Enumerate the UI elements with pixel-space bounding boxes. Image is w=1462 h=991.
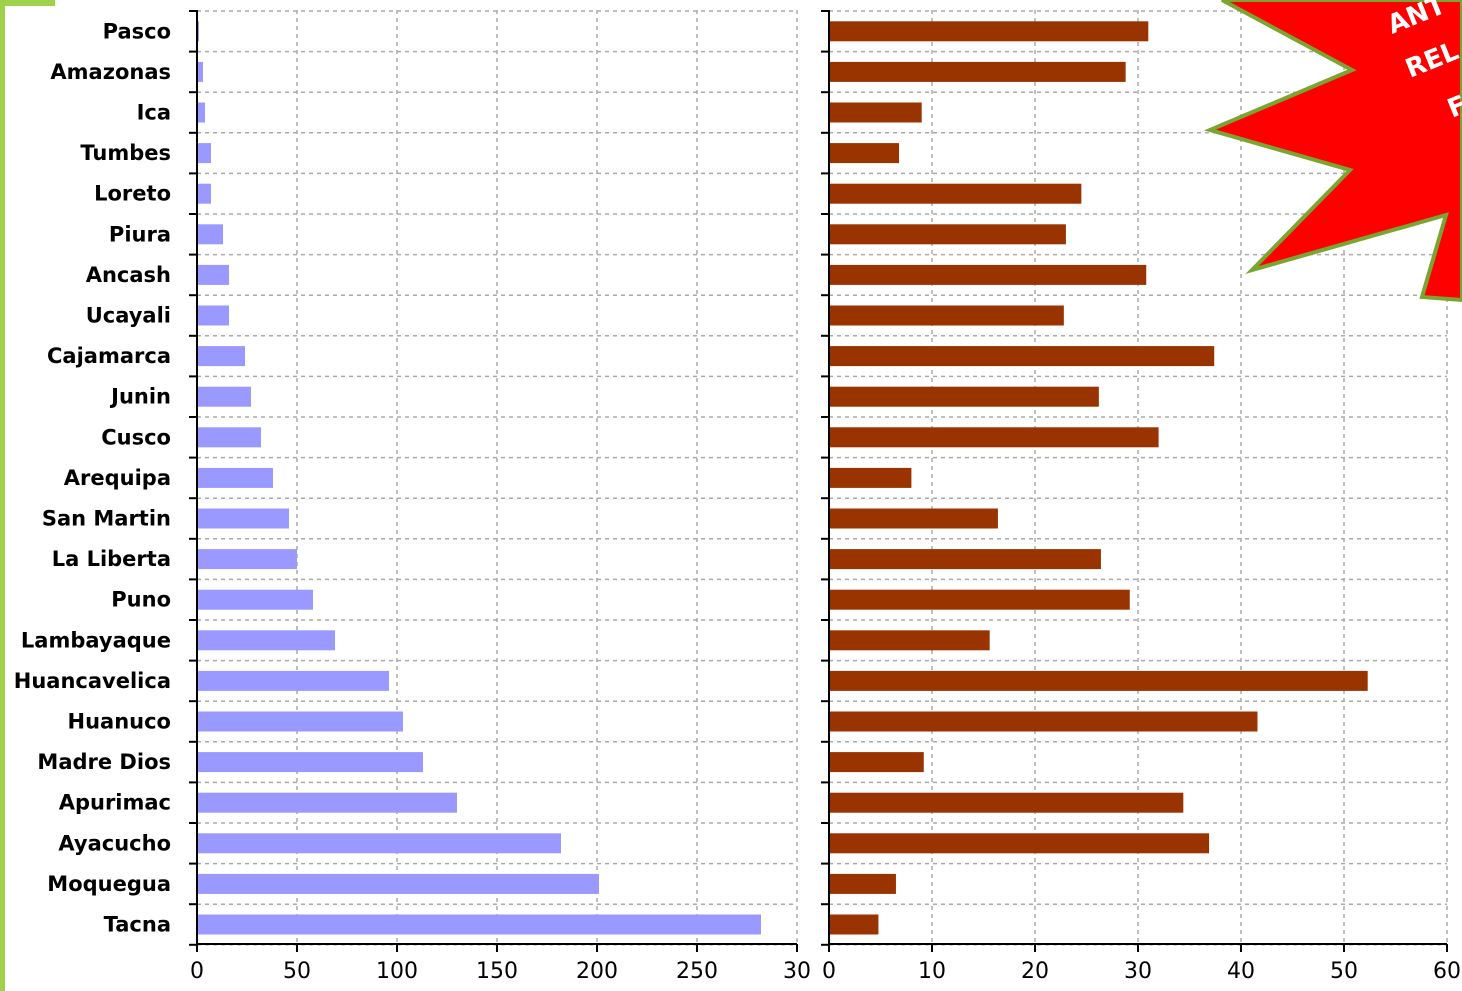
x-tick-label: 100 [376,959,418,984]
x-tick-label: 40 [1227,959,1255,984]
category-label: Tumbes [80,141,171,165]
x-tick-label: 50 [283,959,311,984]
x-tick-label: 20 [1021,959,1049,984]
bar-amazonas [829,61,1126,82]
category-label: Piura [109,222,171,246]
x-tick-label: 50 [1330,959,1358,984]
bar-junin [829,386,1099,407]
category-label: Lambayaque [21,628,171,652]
category-label: Ayacucho [58,831,171,855]
x-tick-label: 0 [822,959,836,984]
bar-puno [829,589,1130,610]
slide-accent-corner [0,0,55,6]
category-label: Madre Dios [37,750,171,774]
right-bar-chart: 0 10 20 30 40 50 60 [821,10,1461,984]
bar-cusco [829,427,1159,448]
category-label: Tacna [104,913,171,937]
bar-huanuco [197,711,403,732]
x-tick-label: 10 [918,959,946,984]
x-tick-label: 30 [783,959,811,984]
bar-loreto [829,183,1082,204]
bar-puno [197,589,313,610]
bar-arequipa [197,467,273,488]
bar-cajamarca [197,346,245,367]
bar-piura [197,224,223,245]
category-label: Arequipa [64,466,171,490]
category-label: Junin [109,385,171,409]
bar-la-liberta [829,549,1101,570]
category-label: Pasco [103,19,171,43]
category-label: Ica [137,101,171,125]
bar-moquegua [197,873,599,894]
category-label: Huancavelica [14,669,171,693]
bar-madre-dios [197,752,423,773]
bar-san-martin [197,508,289,529]
category-label: San Martin [42,507,171,531]
bar-amazonas [197,61,203,82]
x-tick-label: 30 [1124,959,1152,984]
starburst-shape [1203,0,1462,303]
category-label: Amazonas [50,60,171,84]
bar-tacna [197,914,761,935]
category-label: Moquegua [47,872,171,896]
x-tick-label: 0 [190,959,204,984]
category-label: Ucayali [86,304,171,328]
bar-lambayaque [197,630,335,651]
bar-ucayali [829,305,1064,326]
starburst-callout: ANT REL F [1203,0,1462,303]
bar-la-liberta [197,549,297,570]
bar-huancavelica [829,670,1368,691]
category-label: Ancash [86,263,171,287]
category-label: Cusco [101,425,171,449]
x-tick-label: 150 [476,959,518,984]
bar-apurimac [829,792,1184,813]
x-tick-label: 200 [576,959,618,984]
category-label: La Liberta [52,547,171,571]
bar-tumbes [197,143,211,164]
bar-piura [829,224,1066,245]
bar-apurimac [197,792,457,813]
category-label: Puno [111,588,171,612]
bar-ica [829,102,922,123]
bar-ucayali [197,305,229,326]
bar-ayacucho [829,833,1210,854]
category-label: Cajamarca [47,344,171,368]
bar-tumbes [829,143,900,164]
slide-accent-bar [0,0,5,991]
bar-ancash [829,264,1147,285]
bar-moquegua [829,873,896,894]
x-tick-label: 60 [1433,959,1461,984]
bar-lambayaque [829,630,990,651]
category-label: Loreto [94,182,171,206]
bar-ancash [197,264,229,285]
bar-junin [197,386,251,407]
bar-huanuco [829,711,1258,732]
x-tick-label: 250 [676,959,718,984]
bar-arequipa [829,467,912,488]
bar-huancavelica [197,670,389,691]
bar-pasco [829,21,1149,42]
bar-tacna [829,914,879,935]
bar-loreto [197,183,211,204]
bar-san-martin [829,508,998,529]
bar-cusco [197,427,261,448]
category-label: Apurimac [59,791,171,815]
left-bar-chart: 0 50 100 150 200 250 30 Pasco Amazonas Ica Tumbes L… [14,10,811,984]
bar-ayacucho [197,833,561,854]
bar-cajamarca [829,346,1215,367]
bar-ica [197,102,205,123]
bar-madre-dios [829,752,924,773]
category-label: Huanuco [68,710,171,734]
